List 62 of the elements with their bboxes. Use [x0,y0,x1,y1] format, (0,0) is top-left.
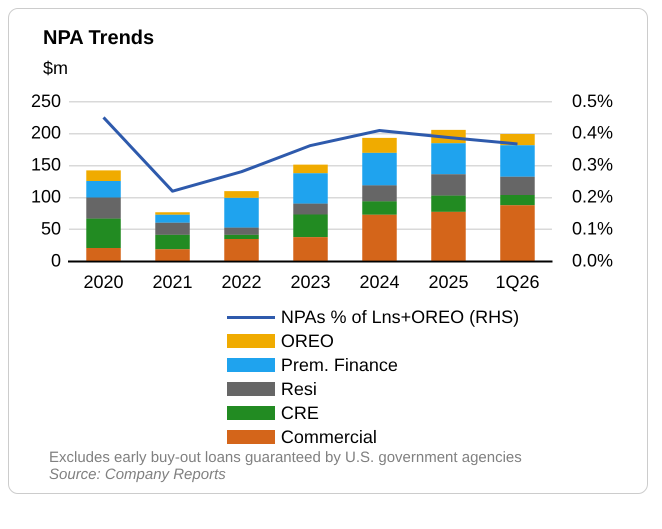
x-tick-label: 2025 [428,272,469,292]
bar [155,234,190,250]
y2-tick-label: 0.5% [572,90,614,111]
bar [431,143,466,174]
bar [431,196,466,212]
y-tick-label: 100 [30,186,62,207]
bar [293,214,328,238]
y-axis-title: $m [43,58,70,79]
x-tick-label: 2020 [84,272,124,292]
bar [155,249,190,261]
x-tick-label: 2024 [359,272,400,292]
bar [362,138,397,153]
bar [293,164,328,174]
bar [155,222,190,235]
text: Excludes early buy-out loans guaranteed by U.S. government agencies [49,449,523,466]
bar [224,228,259,235]
legend-label: Resi [280,378,317,400]
y-tick-label: 0 [51,250,62,270]
bar [86,248,121,261]
y-tick-label: 50 [41,218,62,238]
y2-tick-label: 0.1% [572,218,614,238]
bar [224,239,259,261]
bar [500,176,535,196]
y-tick-label: 200 [30,122,62,143]
bar [431,212,466,261]
chart-title: NPA Trends [43,27,156,50]
y-tick-label: 150 [30,154,62,175]
y2-tick-label: 0.0% [572,250,614,270]
legend-label: NPAs % of Lns+OREO (RHS) [280,306,520,328]
legend-label: CRE [280,402,319,424]
bar [500,205,535,261]
y2-tick-label: 0.2% [572,186,614,207]
bar [293,204,328,214]
legend-label: Prem. Finance [280,354,398,376]
bar [224,191,259,198]
y-tick-label: 250 [30,90,62,111]
bar [293,173,328,204]
bar [293,237,328,261]
legend-label: OREO [280,330,334,352]
bar [362,185,397,202]
x-tick-label: 2021 [152,272,193,292]
y2-tick-label: 0.3% [572,154,614,175]
bar [86,198,121,219]
x-tick-label: 1Q26 [495,272,540,292]
bar [224,234,259,240]
bar [86,218,121,248]
bar [500,145,535,177]
bar [86,170,121,181]
bar [362,201,397,215]
bar [224,198,259,228]
bar [431,174,466,196]
x-tick-label: 2023 [290,272,331,292]
bar [500,195,535,206]
source-note: Source: Company Reports [49,466,227,483]
bar [362,152,397,186]
y2-tick-label: 0.4% [572,122,614,143]
x-tick-label: 2022 [221,272,262,292]
bar [86,180,121,198]
legend-label: Commercial [280,426,377,448]
bar [362,214,397,261]
bar [155,214,190,223]
bar [155,212,190,215]
